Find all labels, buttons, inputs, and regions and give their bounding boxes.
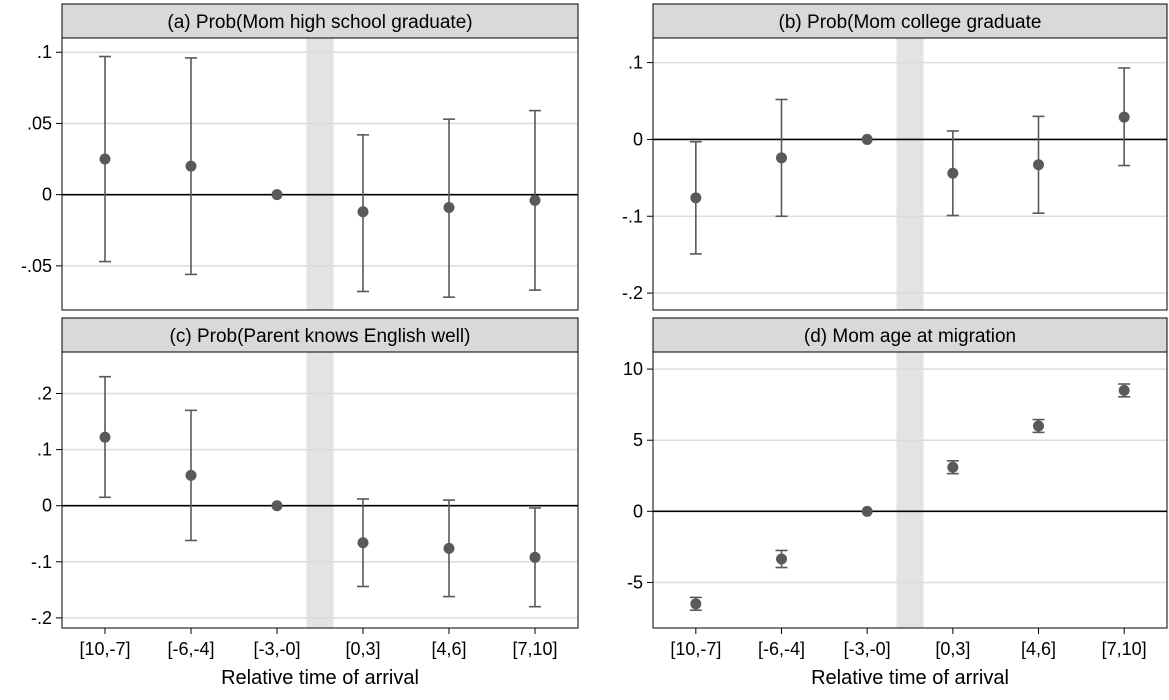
x-tick-label: [10,-7] xyxy=(670,639,721,659)
data-point xyxy=(99,431,111,443)
y-tick-label: 0 xyxy=(633,129,643,149)
data-point xyxy=(99,153,111,165)
data-point xyxy=(690,598,702,610)
x-tick-label: [-6,-4] xyxy=(758,639,805,659)
data-point xyxy=(185,160,197,172)
x-axis-title: Relative time of arrival xyxy=(811,667,1009,689)
data-point xyxy=(1033,159,1044,171)
panel-title-box xyxy=(652,3,1168,39)
data-point xyxy=(947,461,959,473)
data-point xyxy=(861,133,873,145)
panel-b: (b) Prob(Mom college graduate -.2 -.1 0 .1 xyxy=(622,3,1168,311)
y-tick-label: -.1 xyxy=(31,552,52,572)
x-axis-title: Relative time of arrival xyxy=(221,667,419,689)
x-tick-label: [0,3] xyxy=(345,639,380,659)
data-point xyxy=(1118,384,1130,396)
x-tick-label: [7,10] xyxy=(1102,639,1147,659)
x-tick-label: [-3,-0] xyxy=(253,639,300,659)
data-point xyxy=(529,194,541,206)
y-tick-label: -.1 xyxy=(622,206,643,226)
panel-title: (a) Prob(Mom high school graduate) xyxy=(167,12,472,33)
y-tick-label: .1 xyxy=(37,440,52,460)
panel-c: (c) Prob(Parent knows English well) -.2 -.… xyxy=(31,317,579,689)
plot-frame xyxy=(61,351,579,629)
data-point xyxy=(776,553,787,565)
panel-title-box xyxy=(61,317,579,353)
data-point xyxy=(271,500,283,512)
panel-d: (d) Mom age at migration -5 0 5 10 [10,-7] [-6… xyxy=(623,317,1168,689)
plot-frame xyxy=(652,351,1168,629)
y-tick-label: 0 xyxy=(42,185,52,205)
data-point xyxy=(1118,111,1130,123)
y-tick-label: 10 xyxy=(623,359,643,379)
x-tick-label: [4,6] xyxy=(431,639,466,659)
shaded-band xyxy=(306,38,334,310)
data-point xyxy=(529,551,541,563)
data-point xyxy=(185,469,197,481)
x-tick-label: [10,-7] xyxy=(79,639,130,659)
data-point xyxy=(443,201,455,213)
shaded-band xyxy=(306,352,334,628)
data-point xyxy=(357,537,369,549)
panel-a: (a) Prob(Mom high school graduate) -.05 0.… xyxy=(21,3,579,311)
data-point xyxy=(1033,420,1044,432)
data-point xyxy=(776,152,787,164)
y-tick-label: -.2 xyxy=(622,283,643,303)
panel-title: (d) Mom age at migration xyxy=(804,326,1016,347)
plot-frame xyxy=(61,37,579,311)
y-tick-label: .2 xyxy=(37,384,52,404)
y-tick-label: -.2 xyxy=(31,608,52,628)
y-tick-label: .05 xyxy=(27,113,52,133)
y-tick-label: 5 xyxy=(633,430,643,450)
data-point xyxy=(443,542,455,554)
x-tick-label: [0,3] xyxy=(935,639,970,659)
x-tick-label: [-6,-4] xyxy=(167,639,214,659)
x-tick-label: [7,10] xyxy=(512,639,557,659)
y-tick-label: 0 xyxy=(42,496,52,516)
y-tick-label: .1 xyxy=(37,42,52,62)
shaded-band xyxy=(896,38,924,310)
panel-title-box xyxy=(652,317,1168,353)
x-tick-label: [4,6] xyxy=(1021,639,1056,659)
shaded-band xyxy=(896,352,924,628)
data-point xyxy=(861,505,873,517)
plot-frame xyxy=(652,37,1168,311)
data-point xyxy=(690,192,702,204)
y-tick-label: -.05 xyxy=(21,256,52,276)
panel-title: (b) Prob(Mom college graduate xyxy=(779,12,1042,33)
y-tick-label: 0 xyxy=(633,501,643,521)
y-tick-label: -5 xyxy=(627,572,643,592)
data-point xyxy=(271,189,283,201)
x-tick-label: [-3,-0] xyxy=(844,639,891,659)
data-point xyxy=(357,206,369,218)
panel-title-box xyxy=(61,3,579,39)
data-point xyxy=(947,167,959,179)
panel-title: (c) Prob(Parent knows English well) xyxy=(170,326,471,347)
y-tick-label: .1 xyxy=(628,53,643,73)
